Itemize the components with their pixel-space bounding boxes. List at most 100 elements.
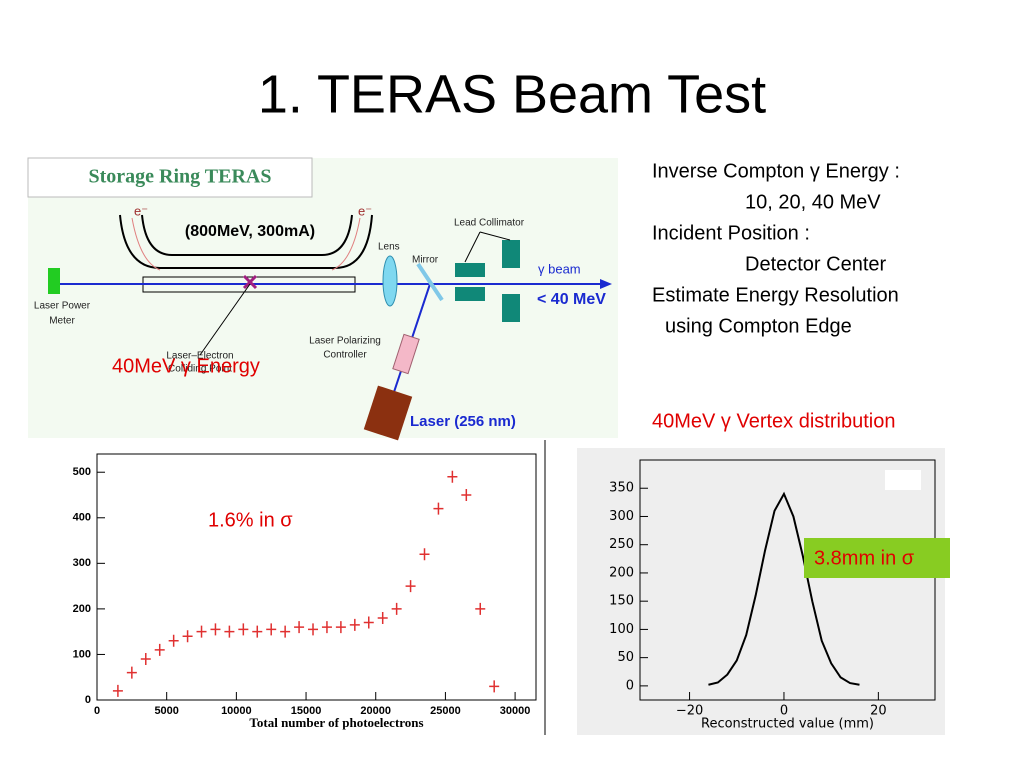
y-tick-label: 0 bbox=[626, 678, 634, 693]
point bbox=[461, 489, 472, 501]
polarizer bbox=[392, 333, 420, 375]
point bbox=[363, 616, 374, 629]
point bbox=[154, 643, 165, 656]
collimator-label: Lead Collimator bbox=[454, 218, 525, 229]
y-tick-label: 100 bbox=[609, 622, 634, 637]
resolution-label: 3.8mm in σ bbox=[814, 547, 915, 569]
x-axis-label: Reconstructed value (mm) bbox=[701, 717, 874, 732]
mirror-label: Mirror bbox=[412, 255, 439, 266]
plot-bg bbox=[577, 448, 945, 735]
energy-label: < 40 MeV bbox=[537, 291, 606, 308]
y-tick-label: 400 bbox=[73, 512, 91, 524]
arrow bbox=[600, 279, 612, 289]
collimator bbox=[455, 287, 485, 301]
point bbox=[168, 634, 179, 647]
point bbox=[182, 630, 193, 643]
point bbox=[447, 470, 458, 483]
y-tick-label: 300 bbox=[609, 509, 634, 524]
point bbox=[112, 684, 123, 697]
point bbox=[252, 625, 263, 638]
x-tick-label: 10000 bbox=[221, 705, 252, 717]
x-tick-label: 20 bbox=[870, 704, 887, 719]
energy-label: 40MeV γ Energy bbox=[112, 355, 260, 377]
point bbox=[266, 623, 277, 636]
point bbox=[475, 602, 486, 615]
point bbox=[419, 548, 430, 561]
collimator bbox=[502, 294, 520, 322]
line bbox=[708, 491, 860, 686]
y-tick-label: 350 bbox=[609, 481, 634, 496]
colliding-label: Laser–Electron bbox=[166, 351, 233, 362]
point bbox=[196, 625, 207, 638]
laser bbox=[363, 385, 413, 441]
point bbox=[294, 621, 305, 634]
plot-frame bbox=[96, 453, 537, 701]
point bbox=[335, 621, 346, 634]
mirror bbox=[416, 262, 444, 302]
x-axis-label: Total number of photoelectrons bbox=[249, 715, 423, 730]
polarizing-label: Controller bbox=[323, 350, 367, 361]
x-tick-label: 30000 bbox=[500, 705, 531, 717]
collimator bbox=[455, 263, 485, 277]
x-tick-label: 5000 bbox=[154, 705, 178, 717]
point bbox=[489, 680, 500, 693]
point bbox=[238, 623, 249, 636]
point bbox=[308, 623, 319, 636]
y-tick-label: 200 bbox=[73, 603, 91, 615]
x-tick-label: −20 bbox=[676, 704, 703, 719]
y-tick-label: 250 bbox=[609, 537, 634, 552]
note: Detector Center bbox=[745, 253, 887, 275]
y-tick-label: 150 bbox=[609, 594, 634, 609]
pointer bbox=[199, 283, 251, 356]
point bbox=[321, 621, 332, 634]
lens bbox=[382, 255, 398, 307]
point bbox=[224, 625, 235, 638]
point bbox=[210, 623, 221, 636]
x-tick-label: 0 bbox=[780, 704, 788, 719]
point bbox=[140, 653, 151, 665]
x-tick-label: 15000 bbox=[291, 705, 322, 717]
laser-label: Laser (256 nm) bbox=[410, 413, 516, 430]
plot-frame bbox=[639, 459, 936, 701]
electron-label: e⁻ bbox=[134, 203, 148, 218]
diagram-bg bbox=[28, 158, 618, 438]
collision-mark bbox=[242, 274, 258, 290]
resolution-label: 1.6% in σ bbox=[208, 509, 293, 531]
x-tick-label: 25000 bbox=[430, 705, 461, 717]
y-tick-label: 0 bbox=[85, 694, 91, 706]
meter-label: Laser Power bbox=[34, 301, 91, 312]
stat-box bbox=[885, 470, 921, 490]
y-tick-label: 300 bbox=[73, 557, 91, 569]
ring-label: Storage Ring TERAS bbox=[89, 166, 272, 188]
note: Estimate Energy Resolution bbox=[652, 284, 899, 306]
y-tick-label: 500 bbox=[73, 466, 91, 478]
point bbox=[433, 502, 444, 515]
x-tick-label: 20000 bbox=[360, 705, 391, 717]
y-tick-label: 100 bbox=[73, 648, 91, 660]
note: using Compton Edge bbox=[665, 315, 852, 337]
pointer bbox=[464, 231, 511, 263]
electron-label: e⁻ bbox=[358, 203, 372, 218]
y-tick-label: 200 bbox=[609, 565, 634, 580]
point bbox=[377, 612, 388, 624]
x-tick-label: 0 bbox=[94, 705, 100, 717]
polarizing-label: Laser Polarizing bbox=[309, 336, 381, 347]
resolution-box bbox=[804, 538, 950, 578]
collimator bbox=[502, 240, 520, 268]
ring-box bbox=[27, 157, 313, 198]
note: Inverse Compton γ Energy : bbox=[652, 160, 900, 182]
point bbox=[126, 666, 137, 679]
point bbox=[349, 618, 360, 631]
title: 1. TERAS Beam Test bbox=[258, 64, 766, 124]
beam-label: (800MeV, 300mA) bbox=[185, 223, 315, 240]
point bbox=[405, 580, 416, 593]
y-tick-label: 50 bbox=[617, 650, 634, 665]
ring-inner bbox=[141, 214, 353, 256]
note: 10, 20, 40 MeV bbox=[745, 191, 881, 213]
ring-outer bbox=[119, 214, 373, 269]
gamma-beam-label: γ beam bbox=[538, 261, 581, 276]
electron-path bbox=[131, 217, 361, 271]
point bbox=[391, 602, 402, 615]
meter-label: Meter bbox=[49, 316, 75, 327]
